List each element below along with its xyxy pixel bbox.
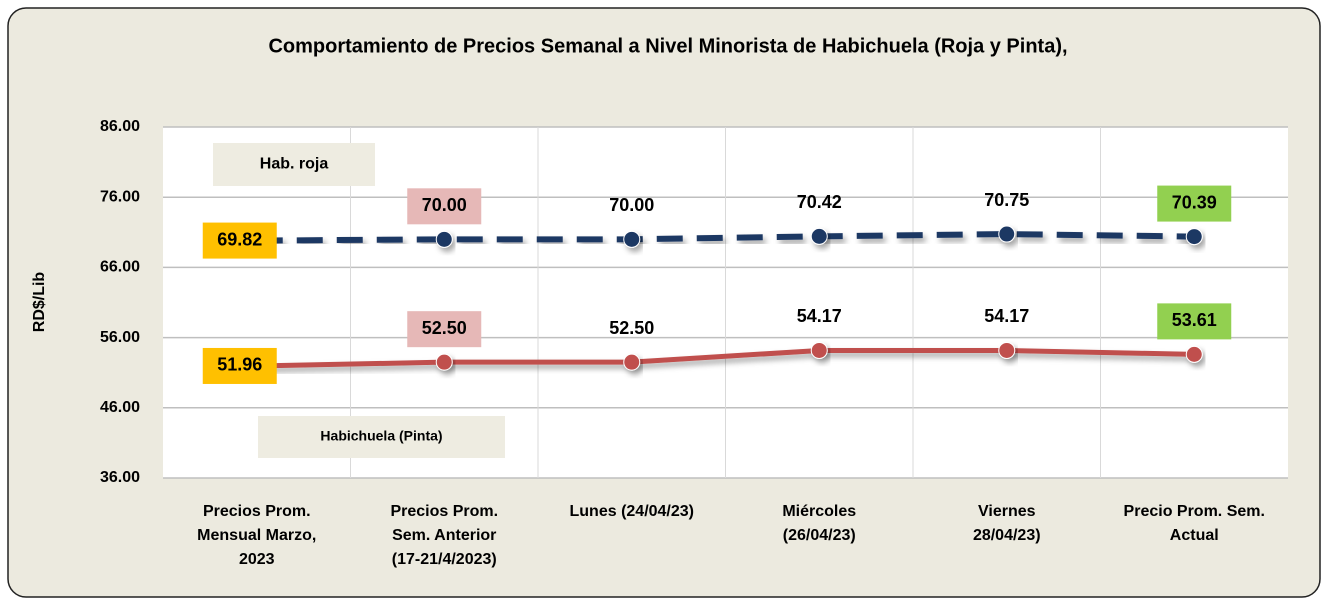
value-label-box — [202, 222, 277, 259]
value-label: 54.17 — [984, 306, 1029, 326]
x-tick-line: Viernes — [978, 503, 1036, 520]
y-axis-label: RD$/Lib — [31, 272, 48, 333]
x-tick-label: Precios Prom. Sem. Anterior (17-21/4/2023) — [390, 503, 498, 568]
legend-box — [258, 416, 505, 458]
y-tick-label: 86.00 — [100, 118, 140, 135]
value-label: 52.50 — [422, 318, 467, 338]
legend-label: Habichuela (Pinta) — [320, 428, 442, 444]
marker — [623, 230, 641, 248]
x-tick-label: Precios Prom. Mensual Marzo, 2023 — [197, 503, 316, 568]
value-label: 69.82 — [217, 229, 262, 249]
value-label: 70.00 — [609, 195, 654, 215]
value-label-box — [1157, 185, 1232, 222]
x-tick-line: Mensual Marzo, — [197, 527, 316, 544]
value-label: 70.00 — [422, 195, 467, 215]
marker — [435, 230, 453, 248]
value-label: 70.75 — [984, 190, 1029, 210]
x-tick-line: Precio Prom. Sem. — [1124, 503, 1265, 520]
value-label-box — [407, 188, 482, 225]
value-label: 70.39 — [1172, 192, 1217, 212]
marker — [810, 227, 828, 245]
marker — [998, 341, 1016, 359]
x-tick-line: 2023 — [239, 551, 275, 568]
marker — [998, 225, 1016, 243]
y-tick-label: 46.00 — [100, 399, 140, 416]
x-tick-label: Viernes 28/04/23) — [973, 503, 1041, 544]
value-label: 54.17 — [797, 306, 842, 326]
marker — [1185, 345, 1203, 363]
legend-box — [213, 143, 375, 186]
y-tick-label: 76.00 — [100, 188, 140, 205]
x-tick-line: (26/04/23) — [783, 527, 856, 544]
marker — [623, 353, 641, 371]
x-tick-line: 28/04/23) — [973, 527, 1041, 544]
x-tick-line: Precios Prom. — [203, 503, 311, 520]
value-label-box — [407, 311, 482, 348]
legend-label: Hab. roja — [260, 156, 329, 173]
x-tick-line: Actual — [1170, 527, 1219, 544]
y-tick-label: 36.00 — [100, 469, 140, 486]
marker — [810, 341, 828, 359]
series-line — [256, 347, 1195, 369]
marker — [435, 353, 453, 371]
y-tick-label: 66.00 — [100, 259, 140, 276]
marker — [1185, 228, 1203, 246]
value-label-box — [202, 347, 277, 384]
x-tick-label: Precio Prom. Sem. Actual — [1124, 503, 1265, 544]
x-tick-line: Miércoles — [782, 503, 856, 520]
x-tick-line: Lunes (24/04/23) — [570, 503, 695, 520]
value-label: 51.96 — [217, 355, 262, 375]
chart-title: Comportamiento de Precios Semanal a Nive… — [268, 35, 1067, 57]
series-line — [256, 231, 1195, 244]
value-label: 52.50 — [609, 318, 654, 338]
x-tick-line: Sem. Anterior — [392, 527, 496, 544]
value-label: 53.61 — [1172, 310, 1217, 330]
x-tick-line: Precios Prom. — [390, 503, 498, 520]
value-label-box — [1157, 303, 1232, 340]
y-tick-label: 56.00 — [100, 329, 140, 346]
x-tick-label: Lunes (24/04/23) — [570, 503, 695, 520]
x-tick-label: Miércoles (26/04/23) — [782, 503, 856, 544]
value-label: 70.42 — [797, 192, 842, 212]
x-tick-line: (17-21/4/2023) — [392, 551, 497, 568]
